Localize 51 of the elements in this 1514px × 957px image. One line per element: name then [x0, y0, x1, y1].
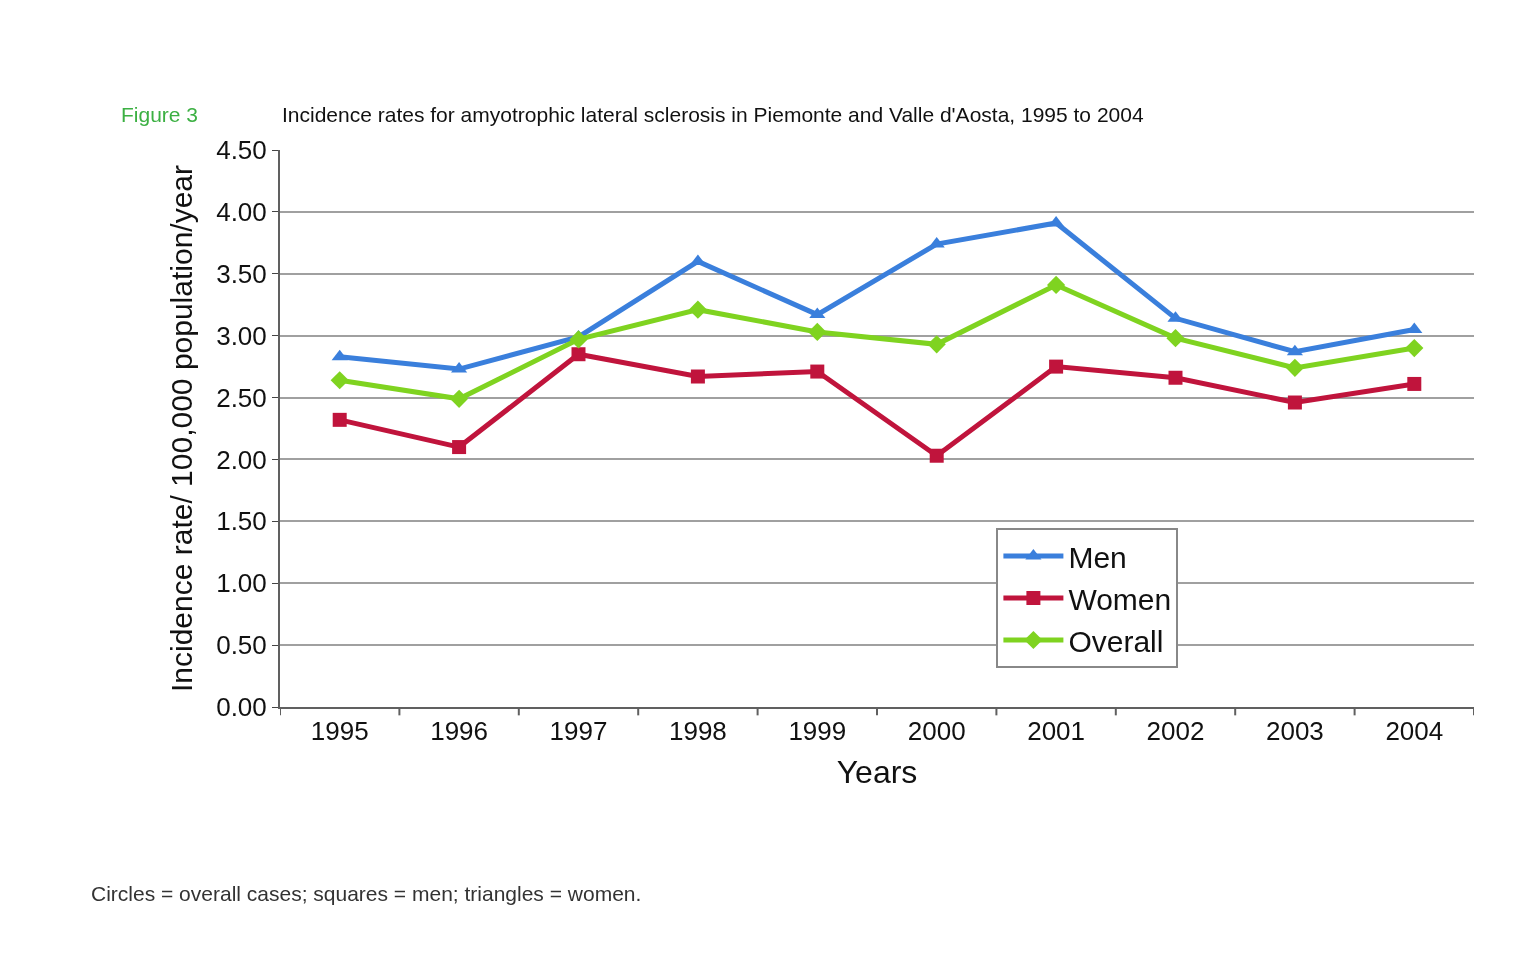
y-tick-label: 1.50: [216, 506, 267, 537]
point: [929, 448, 944, 463]
y-tick-label: 2.50: [216, 382, 267, 413]
x-tick-label: 1997: [549, 716, 608, 747]
point: [569, 330, 588, 349]
point: [809, 307, 826, 319]
y-tick-label: 4.50: [216, 135, 267, 166]
x-tick-label: 2000: [907, 716, 966, 747]
x-tick-label: 1996: [430, 716, 489, 747]
legend-label: Men: [1068, 540, 1127, 574]
y-tick-label: 3.50: [216, 258, 267, 289]
x-tick-label: 1999: [788, 716, 847, 747]
y-tick-label: 2.00: [216, 444, 267, 475]
point: [1287, 395, 1302, 410]
x-tick-label: 1998: [668, 716, 727, 747]
x-tick-label: 2003: [1265, 716, 1324, 747]
point: [332, 412, 347, 427]
point: [688, 300, 707, 319]
point: [1049, 359, 1064, 374]
y-tick-label: 0.00: [216, 692, 267, 723]
legend-label: Overall: [1068, 624, 1164, 658]
y-tick-label: 4.00: [216, 196, 267, 227]
y-tick-label: 0.50: [216, 630, 267, 661]
point: [452, 440, 467, 455]
point: [1047, 275, 1066, 295]
chart-title: Incidence rates for amyotrophic lateral sclerosis in Piemonte and Valle d'Aosta, 1995 to 2004: [282, 103, 1144, 126]
x-tick-label: 2002: [1146, 716, 1205, 747]
x-tick-label: 1995: [310, 716, 369, 747]
legend-label: Women: [1068, 582, 1172, 616]
point: [810, 364, 825, 379]
point: [927, 335, 946, 354]
point: [330, 371, 349, 390]
point: [808, 322, 827, 342]
y-axis-title: Incidence rate/ 100,000 population/year: [164, 164, 198, 693]
point: [1168, 370, 1183, 385]
x-tick-label: 2004: [1385, 716, 1444, 747]
point: [1166, 329, 1185, 348]
y-tick-label: 1.00: [216, 568, 267, 599]
point: [1285, 358, 1304, 377]
point: [690, 369, 705, 384]
caption: Figure 3: [121, 103, 199, 126]
text: Circles = overall cases; squares = men; triangles = women.: [91, 882, 642, 905]
point: [1405, 338, 1424, 358]
y-tick-label: 3.00: [216, 320, 267, 351]
point: [571, 347, 586, 362]
x-axis-title: Years: [836, 753, 918, 790]
point: [1407, 376, 1422, 391]
point: [1286, 344, 1303, 356]
point: [450, 389, 469, 408]
x-tick-label: 2001: [1027, 716, 1086, 747]
point: [331, 349, 348, 361]
